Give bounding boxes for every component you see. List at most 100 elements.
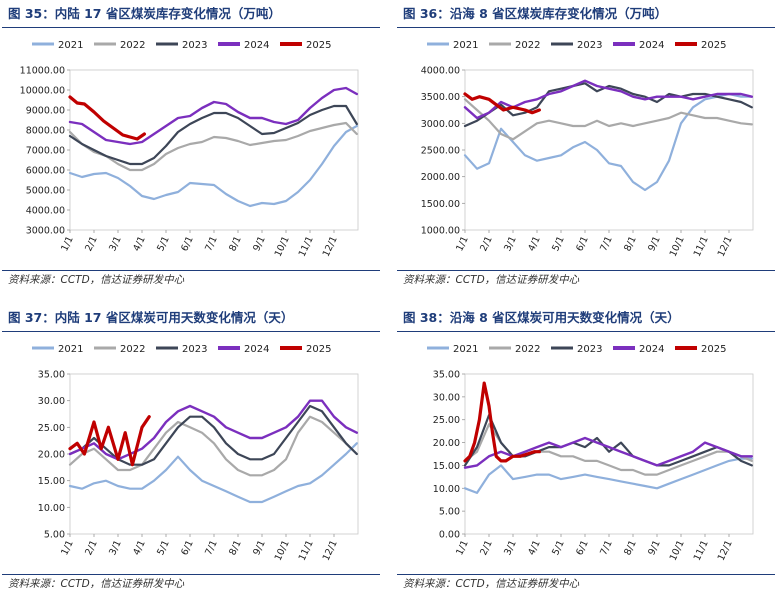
series-line-2022 [68, 415, 358, 477]
x-tick-label: 8/1 [227, 539, 243, 558]
y-tick-label: 4000.00 [421, 66, 460, 77]
series-line-2024 [68, 399, 358, 461]
legend: 2021 2022 2023 2024 2025 [427, 40, 726, 51]
y-tick-label: 3500.00 [421, 92, 460, 103]
series-line-2023 [68, 104, 358, 166]
legend-label-2021: 2021 [453, 40, 478, 51]
series-line-2022 [68, 121, 358, 172]
series-group [463, 381, 753, 494]
series-line-2025 [68, 415, 151, 467]
chart-title: 图 35：内陆 17 省区煤炭库存变化情况（万吨） [2, 2, 380, 28]
x-tick-label: 5/1 [550, 235, 566, 254]
source-note: 资料来源：CCTD，信达证券研发中心 [397, 574, 775, 592]
series-line-2021 [463, 457, 753, 494]
x-tick-label: 4/1 [526, 539, 542, 558]
x-tick-label: 10/1 [273, 235, 292, 259]
y-tick-label: 35.00 [433, 370, 460, 381]
chart-fig38: 2021 2022 2023 2024 2025 0.00 5.00 10.00 15.00 20… [427, 344, 754, 563]
x-tick-label: 10/1 [668, 235, 687, 259]
x-tick-label: 4/1 [131, 539, 147, 558]
x-tick-label: 3/1 [107, 235, 123, 254]
x-tick-label: 10/1 [668, 539, 687, 563]
y-tick-label: 30.00 [433, 392, 460, 403]
x-tick-label: 12/1 [716, 539, 735, 563]
x-tick-label: 11/1 [692, 539, 711, 563]
y-tick-label: 2500.00 [421, 146, 460, 157]
x-tick-label: 9/1 [646, 539, 662, 558]
legend-label-2023: 2023 [182, 40, 207, 51]
x-tick-label: 4/1 [526, 235, 542, 254]
x-tick-label: 9/1 [646, 235, 662, 254]
legend: 2021 2022 2023 2024 2025 [32, 40, 331, 51]
x-axis: 1/1 2/1 3/1 4/1 5/1 6/1 7/1 8/1 9/1 10/1 11/1 12/1 [454, 534, 735, 563]
plot-area [69, 69, 359, 231]
x-tick-label: 11/1 [297, 539, 316, 563]
x-tick-label: 6/1 [179, 539, 195, 558]
series-line-2025 [463, 92, 541, 115]
series-group [463, 79, 753, 192]
series-line-2021 [68, 442, 358, 504]
x-tick-label: 7/1 [598, 235, 614, 254]
legend-label-2024: 2024 [244, 40, 269, 51]
series-line-2021 [68, 124, 358, 208]
series-line-2022 [463, 98, 753, 141]
y-tick-label: 6000.00 [26, 166, 65, 177]
legend-label-2022: 2022 [515, 344, 540, 355]
y-tick-label: 5000.00 [26, 186, 65, 197]
y-tick-label: 20.00 [433, 438, 460, 449]
x-tick-label: 11/1 [297, 235, 316, 259]
series-line-2021 [463, 92, 753, 192]
x-tick-label: 3/1 [502, 235, 518, 254]
legend-label-2023: 2023 [182, 344, 207, 355]
y-tick-label: 35.00 [38, 370, 65, 381]
x-tick-label: 8/1 [227, 235, 243, 254]
y-tick-label: 5.00 [439, 507, 460, 518]
series-line-2024 [463, 436, 753, 469]
x-tick-label: 10/1 [273, 539, 292, 563]
source-note: 资料来源：CCTD，信达证券研发中心 [2, 270, 380, 288]
series-line-2025 [463, 381, 541, 463]
y-tick-label: 30.00 [38, 396, 65, 407]
y-tick-label: 8000.00 [26, 126, 65, 137]
panel-fig35: 图 35：内陆 17 省区煤炭库存变化情况（万吨） 2021 2022 2023 20… [2, 2, 380, 302]
x-tick-label: 1/1 [454, 539, 470, 558]
chart-title: 图 38：沿海 8 省区煤炭可用天数变化情况（天） [397, 306, 775, 332]
x-tick-label: 2/1 [83, 235, 99, 254]
x-tick-label: 3/1 [107, 539, 123, 558]
x-axis: 1/1 2/1 3/1 4/1 5/1 6/1 7/1 8/1 9/1 10/1 11/1 12/1 [59, 534, 340, 563]
y-tick-label: 11000.00 [20, 66, 65, 77]
y-axis: 0.00 5.00 10.00 15.00 20.00 25.00 30.00 35.00 [433, 370, 465, 541]
legend-label-2021: 2021 [58, 344, 83, 355]
y-tick-label: 2000.00 [421, 172, 460, 183]
x-tick-label: 1/1 [454, 235, 470, 254]
y-tick-label: 15.00 [38, 476, 65, 487]
y-tick-label: 15.00 [433, 461, 460, 472]
x-tick-label: 9/1 [251, 539, 267, 558]
y-axis: 5.00 10.00 15.00 20.00 25.00 30.00 35.00 [38, 370, 70, 541]
y-tick-label: 0.00 [439, 530, 460, 541]
x-tick-label: 6/1 [574, 235, 590, 254]
y-tick-label: 9000.00 [26, 106, 65, 117]
x-tick-label: 9/1 [251, 235, 267, 254]
chart-title: 图 37：内陆 17 省区煤炭可用天数变化情况（天） [2, 306, 380, 332]
panel-fig37: 图 37：内陆 17 省区煤炭可用天数变化情况（天） 2021 2022 2023 2… [2, 306, 380, 606]
x-tick-label: 8/1 [622, 539, 638, 558]
chart-fig37: 2021 2022 2023 2024 2025 5.00 10.00 15.00 20.00 2… [32, 344, 359, 563]
x-tick-label: 12/1 [321, 539, 340, 563]
x-tick-label: 2/1 [478, 539, 494, 558]
series-group [68, 399, 358, 504]
x-tick-label: 5/1 [155, 235, 171, 254]
legend: 2021 2022 2023 2024 2025 [427, 344, 726, 355]
y-axis: 3000.00 4000.00 5000.00 6000.00 7000.00 8000.… [20, 66, 70, 237]
series-line-2024 [68, 86, 358, 146]
x-tick-label: 6/1 [574, 539, 590, 558]
y-tick-label: 5.00 [44, 530, 65, 541]
series-line-2025 [68, 95, 146, 141]
chart-title: 图 36：沿海 8 省区煤炭库存变化情况（万吨） [397, 2, 775, 28]
legend-label-2023: 2023 [577, 344, 602, 355]
legend-label-2021: 2021 [58, 40, 83, 51]
source-note: 资料来源：CCTD，信达证券研发中心 [2, 574, 380, 592]
chart-fig36: 2021 2022 2023 2024 2025 1000.00 1500.00 2000.0… [421, 40, 754, 259]
legend-label-2022: 2022 [120, 344, 145, 355]
series-line-2023 [463, 82, 753, 128]
